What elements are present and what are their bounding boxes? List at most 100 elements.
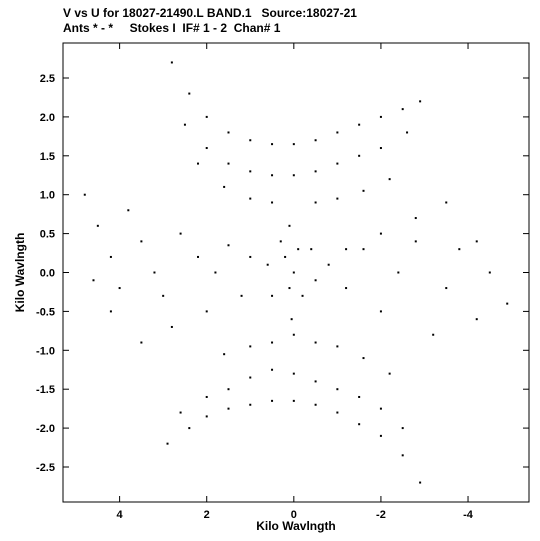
uv-point: [205, 395, 208, 398]
uv-point: [127, 209, 130, 212]
uv-point: [279, 240, 282, 243]
uv-point: [345, 248, 348, 251]
uv-point: [140, 240, 143, 243]
uv-point: [205, 415, 208, 418]
y-axis-label: Kilo Wavlngth: [13, 233, 27, 313]
x-tick-label: 0: [291, 509, 297, 521]
uv-point: [205, 147, 208, 150]
uv-point: [401, 427, 404, 430]
uv-point: [345, 287, 348, 290]
x-axis-ticks: 4 2 0 -2 -4: [117, 43, 474, 521]
uv-point: [379, 115, 382, 118]
uv-point: [397, 271, 400, 274]
uv-point: [188, 92, 191, 95]
uv-point: [292, 399, 295, 402]
uv-point: [284, 255, 287, 258]
uv-point: [406, 131, 409, 134]
uv-point: [109, 310, 112, 313]
uv-points: [83, 61, 509, 484]
uv-point: [227, 131, 230, 134]
uv-point: [336, 411, 339, 414]
x-tick-label: -4: [463, 509, 474, 521]
uv-point: [249, 170, 252, 173]
chart-title: V vs U for 18027-21490.L BAND.1 Source:1…: [63, 6, 357, 20]
uv-point: [458, 248, 461, 251]
uv-point: [205, 310, 208, 313]
uv-point: [271, 294, 274, 297]
x-tick-label: -2: [376, 509, 386, 521]
uv-point: [388, 372, 391, 375]
uv-point: [188, 427, 191, 430]
uv-point: [358, 395, 361, 398]
x-axis-label: Kilo Wavlngth: [256, 519, 336, 533]
uv-point: [358, 423, 361, 426]
uv-point: [301, 294, 304, 297]
uv-point: [506, 302, 509, 305]
uv-point: [227, 244, 230, 247]
uv-point: [83, 193, 86, 196]
uv-point: [432, 333, 435, 336]
uv-point: [288, 287, 291, 290]
uv-point: [214, 271, 217, 274]
uv-point: [336, 131, 339, 134]
uv-point: [336, 162, 339, 165]
uv-point: [170, 325, 173, 328]
y-tick-label: -0.5: [36, 306, 55, 318]
uv-point: [419, 481, 422, 484]
uv-point: [249, 403, 252, 406]
y-axis-ticks: -2.5 -2.0 -1.5 -1.0 -0.5 0.0 0.5 1.0 1.5 2.0 2.5: [36, 73, 529, 474]
uv-point: [288, 224, 291, 227]
y-tick-label: -1.0: [36, 345, 55, 357]
y-tick-label: 2.5: [40, 73, 55, 85]
uv-point: [445, 287, 448, 290]
uv-point: [358, 154, 361, 157]
uv-point: [314, 279, 317, 282]
uv-point: [379, 407, 382, 410]
uv-point: [419, 100, 422, 103]
uv-point: [166, 442, 169, 445]
uv-point: [379, 434, 382, 437]
uv-point: [292, 372, 295, 375]
uv-point: [401, 108, 404, 111]
uv-point: [445, 201, 448, 204]
uv-point: [379, 147, 382, 150]
uv-point: [362, 189, 365, 192]
uv-point: [240, 294, 243, 297]
uv-point: [314, 201, 317, 204]
uv-point: [271, 368, 274, 371]
uv-point: [227, 388, 230, 391]
uv-point: [292, 143, 295, 146]
uv-point: [227, 162, 230, 165]
uv-point: [197, 255, 200, 258]
uv-point: [314, 170, 317, 173]
uv-point: [362, 357, 365, 360]
y-tick-label: 0.5: [40, 229, 55, 241]
uv-point: [271, 143, 274, 146]
uv-point: [118, 287, 121, 290]
uv-point: [162, 294, 165, 297]
uv-point: [488, 271, 491, 274]
uv-point: [271, 201, 274, 204]
uv-point: [140, 341, 143, 344]
x-tick-label: 4: [117, 509, 124, 521]
y-tick-label: -2.0: [36, 423, 55, 435]
uv-point: [310, 248, 313, 251]
uv-point: [227, 407, 230, 410]
uv-point: [475, 318, 478, 321]
uv-point: [179, 411, 182, 414]
uv-point: [292, 271, 295, 274]
uv-point: [249, 139, 252, 142]
y-tick-label: -2.5: [36, 462, 55, 474]
uv-point: [249, 197, 252, 200]
uv-point: [92, 279, 95, 282]
uv-point: [414, 217, 417, 220]
chart-subtitle: Ants * - * Stokes I IF# 1 - 2 Chan# 1: [63, 21, 281, 35]
uv-point: [109, 255, 112, 258]
uv-point: [170, 61, 173, 64]
uv-point: [197, 162, 200, 165]
uv-point: [249, 345, 252, 348]
uv-point: [358, 123, 361, 126]
uv-point: [96, 224, 99, 227]
y-tick-label: 1.5: [40, 151, 55, 163]
